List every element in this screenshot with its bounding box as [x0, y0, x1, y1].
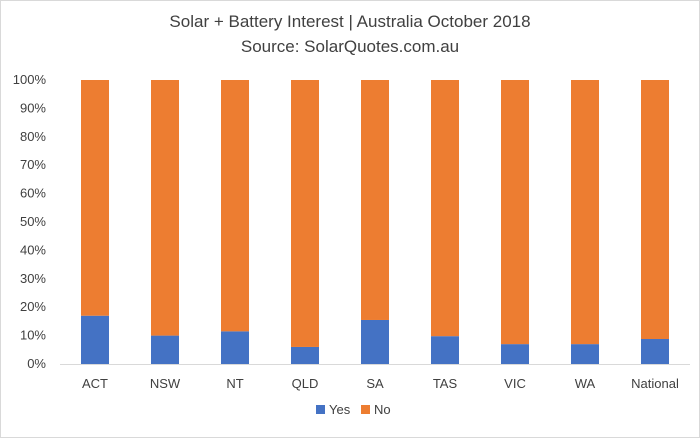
y-tick-label: 70%	[20, 157, 46, 172]
y-tick-label: 80%	[20, 129, 46, 144]
x-axis: ACT NSW NT QLD SA TAS VIC WA National	[82, 376, 679, 391]
x-tick-label: National	[631, 376, 679, 391]
bar-no-national	[641, 80, 669, 340]
y-tick-label: 20%	[20, 299, 46, 314]
bar-yes-wa	[571, 344, 599, 364]
bar-yes-vic	[501, 344, 529, 364]
x-tick-label: ACT	[82, 376, 108, 391]
legend: Yes No	[316, 402, 391, 417]
legend-swatch-no	[361, 405, 370, 414]
y-axis: 0% 10% 20% 30% 40% 50% 60% 70% 80% 90% 100%	[13, 72, 47, 371]
bar-no-wa	[571, 80, 599, 345]
y-tick-label: 90%	[20, 100, 46, 115]
chart-title: Solar + Battery Interest | Australia Oct…	[169, 12, 530, 31]
bar-no-tas	[431, 80, 459, 337]
y-tick-label: 30%	[20, 271, 46, 286]
bar-yes-nt	[221, 331, 249, 364]
bar-no-act	[81, 80, 109, 316]
x-tick-label: NT	[226, 376, 243, 391]
bar-yes-sa	[361, 319, 389, 364]
x-tick-label: WA	[575, 376, 596, 391]
x-tick-label: SA	[366, 376, 384, 391]
bar-yes-national	[641, 339, 669, 364]
y-tick-label: 40%	[20, 242, 46, 257]
y-tick-label: 100%	[13, 72, 47, 87]
bars	[81, 80, 669, 364]
y-tick-label: 60%	[20, 186, 46, 201]
y-tick-label: 10%	[20, 328, 46, 343]
x-tick-label: VIC	[504, 376, 526, 391]
x-tick-label: QLD	[292, 376, 319, 391]
bar-no-qld	[291, 80, 319, 347]
legend-label-no: No	[374, 402, 391, 417]
x-tick-label: NSW	[150, 376, 181, 391]
chart-subtitle: Source: SolarQuotes.com.au	[241, 37, 459, 56]
bar-no-sa	[361, 80, 389, 320]
bar-yes-nsw	[151, 335, 179, 364]
bar-yes-act	[81, 315, 109, 364]
x-tick-label: TAS	[433, 376, 458, 391]
bar-no-nt	[221, 80, 249, 332]
bar-yes-qld	[291, 346, 319, 364]
bar-no-nsw	[151, 80, 179, 336]
legend-label-yes: Yes	[329, 402, 351, 417]
legend-swatch-yes	[316, 405, 325, 414]
bar-no-vic	[501, 80, 529, 345]
y-tick-label: 0%	[27, 356, 46, 371]
bar-yes-tas	[431, 336, 459, 364]
y-tick-label: 50%	[20, 214, 46, 229]
